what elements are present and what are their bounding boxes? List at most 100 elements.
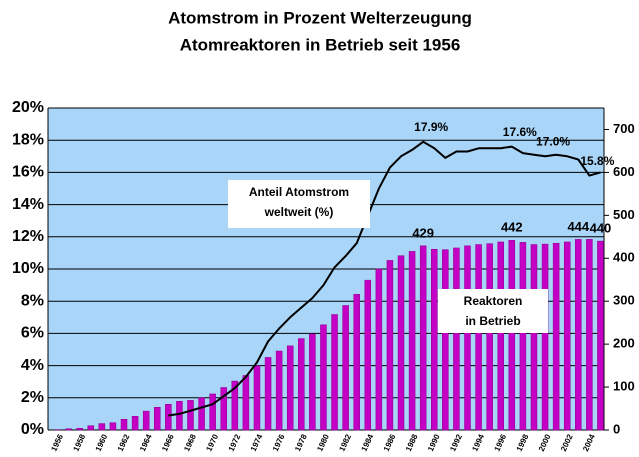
bar (497, 241, 504, 431)
x-tick-label: 2004 (581, 432, 597, 452)
y2-tick-label: 0 (613, 421, 620, 436)
line-value-label: 15.8% (580, 154, 614, 168)
bar (176, 400, 183, 431)
y-tick-label: 18% (12, 131, 44, 148)
bar (442, 249, 449, 431)
x-tick-label: 1988 (404, 432, 420, 452)
bar (220, 387, 227, 431)
y-tick-label: 14% (12, 196, 44, 213)
bar (419, 245, 427, 431)
bar (364, 279, 372, 431)
bar (320, 324, 327, 431)
x-tick-label: 1982 (337, 432, 353, 452)
chart-subtitle: Atomreaktoren in Betrieb seit 1956 (180, 35, 461, 54)
bar (98, 423, 106, 431)
bar (431, 249, 438, 431)
bar (342, 305, 349, 431)
bar (530, 244, 538, 431)
x-tick-label: 1964 (138, 432, 154, 452)
bar (109, 422, 117, 431)
y2-tick-label: 400 (613, 250, 635, 265)
bar (552, 242, 560, 431)
x-tick-label: 1970 (204, 432, 220, 452)
x-tick-label: 1960 (94, 432, 110, 452)
bar (231, 380, 239, 431)
y-tick-label: 12% (12, 228, 44, 245)
bar (486, 243, 493, 431)
bar (331, 314, 338, 431)
x-tick-label: 2000 (537, 432, 553, 452)
x-tick-label: 1958 (72, 432, 88, 452)
bar (309, 333, 316, 431)
bar (464, 245, 471, 431)
x-tick-label: 1956 (49, 432, 65, 452)
line-value-label: 17.0% (536, 134, 570, 148)
x-tick-label: 1972 (227, 432, 243, 452)
bar (65, 428, 72, 431)
bar (209, 393, 216, 431)
bar (541, 243, 549, 431)
y2-tick-label: 300 (613, 293, 635, 308)
bar-value-label: 444 (567, 219, 589, 234)
x-tick-label: 1962 (116, 432, 132, 452)
x-tick-label: 1992 (448, 432, 464, 452)
bar (519, 242, 527, 431)
x-tick-label: 1996 (493, 432, 509, 452)
y2-tick-label: 600 (613, 164, 635, 179)
bar (253, 365, 261, 431)
y-tick-label: 10% (12, 260, 44, 277)
bar (353, 294, 360, 431)
bar-value-label: 429 (412, 225, 434, 240)
x-tick-label: 2002 (559, 432, 575, 452)
bar (586, 239, 593, 431)
bar (397, 255, 405, 431)
bar (386, 260, 394, 431)
y2-tick-label: 500 (613, 207, 635, 222)
bar (165, 403, 172, 431)
x-tick-label: 1998 (515, 432, 531, 452)
x-tick-label: 1986 (382, 432, 398, 452)
annotation-text: in Betrieb (465, 314, 520, 328)
y-tick-label: 20% (12, 99, 44, 116)
annotation-text: weltweit (%) (264, 205, 334, 219)
bar-value-label: 440 (590, 221, 612, 236)
y-tick-label: 2% (21, 389, 44, 406)
bar (286, 345, 294, 431)
y2-tick-label: 100 (613, 379, 635, 394)
y-tick-label: 6% (21, 325, 44, 342)
bar (187, 400, 194, 431)
y-tick-label: 4% (21, 357, 44, 374)
bar (120, 419, 128, 431)
y-tick-label: 8% (21, 292, 44, 309)
bar (298, 338, 305, 431)
y-tick-label: 16% (12, 164, 44, 181)
bar (198, 397, 205, 431)
bar (475, 244, 482, 431)
annotation-box (438, 289, 548, 333)
bar (142, 410, 150, 431)
x-tick-label: 1978 (293, 432, 309, 452)
bar (597, 240, 604, 431)
bar (87, 425, 95, 431)
x-tick-label: 1980 (315, 432, 331, 452)
y2-tick-label: 200 (613, 336, 635, 351)
bar-value-label: 442 (501, 220, 523, 235)
bar (508, 239, 516, 431)
y2-tick-label: 700 (613, 121, 635, 136)
annotation-box (228, 180, 370, 228)
bar (453, 247, 460, 431)
line (168, 140, 601, 417)
x-tick-label: 1990 (426, 432, 442, 452)
line-value-label: 17.9% (414, 120, 448, 134)
x-tick-label: 1966 (160, 432, 176, 452)
bar (275, 350, 283, 431)
x-tick-label: 1968 (182, 432, 198, 452)
x-tick-label: 1976 (271, 432, 287, 452)
x-tick-label: 1984 (360, 432, 376, 452)
chart-title: Atomstrom in Prozent Welterzeugung (168, 8, 472, 27)
bar (408, 251, 416, 431)
line-value-label: 17.6% (503, 125, 537, 139)
bar (575, 239, 582, 431)
bar (154, 406, 161, 431)
